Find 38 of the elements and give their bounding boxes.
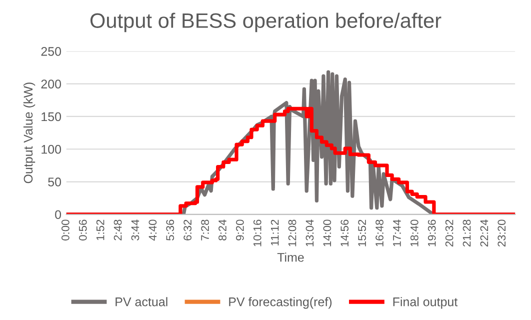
x-tick-label: 5:36 — [166, 220, 174, 240]
x-tick-label: 9:20 — [236, 220, 244, 240]
x-tick-label: 15:52 — [358, 220, 366, 246]
x-tick-label: 0:00 — [61, 220, 70, 240]
legend-label: PV actual — [116, 297, 168, 306]
x-tick-label: 20:32 — [445, 220, 454, 247]
y-tick-label: 200 — [41, 80, 62, 88]
x-tick-label: 3:44 — [131, 220, 140, 240]
y-tick-label: 50 — [48, 178, 62, 186]
x-tick-label: 13:04 — [306, 220, 314, 246]
x-tick-label: 11:12 — [270, 220, 279, 246]
x-tick-label: 19:36 — [428, 220, 436, 246]
x-tick-label: 17:44 — [393, 220, 401, 246]
x-tick-label: 18:40 — [410, 220, 418, 246]
x-tick-label: 23:20 — [498, 220, 506, 247]
x-tick-label: 7:28 — [201, 220, 209, 240]
y-tick-label: 0 — [55, 210, 62, 220]
x-tick-label: 14:00 — [323, 220, 332, 246]
x-tick-label: 21:28 — [462, 220, 471, 247]
x-tick-label: 2:48 — [114, 220, 122, 240]
y-tick-label: 150 — [42, 112, 62, 122]
y-axis-title: Output Value (kW) — [23, 82, 36, 184]
legend-label: PV forecasting(ref) — [229, 297, 332, 309]
x-tick-label: 10:16 — [253, 220, 262, 246]
x-axis-title: Time — [277, 252, 304, 262]
chart-title: Output of BESS operation before/after — [90, 12, 442, 32]
x-tick-label: 0:56 — [78, 220, 87, 240]
x-tick-label: 6:32 — [184, 220, 192, 240]
x-tick-label: 22:24 — [480, 220, 488, 247]
x-tick-label: 8:24 — [218, 220, 226, 240]
y-tick-label: 250 — [41, 47, 62, 56]
x-tick-label: 4:40 — [148, 220, 157, 241]
x-tick-label: 16:48 — [376, 220, 384, 246]
legend-label: Final output — [393, 297, 458, 309]
y-tick-label: 100 — [42, 144, 62, 154]
x-tick-label: 12:08 — [288, 220, 296, 246]
x-tick-label: 1:52 — [96, 220, 104, 240]
x-tick-label: 14:56 — [340, 220, 349, 246]
